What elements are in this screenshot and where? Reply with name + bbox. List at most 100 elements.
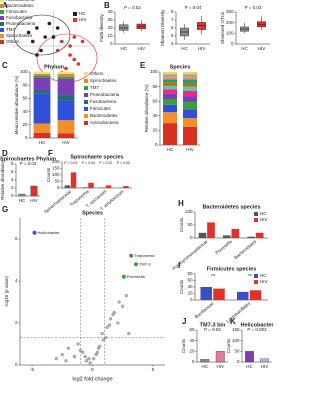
legend-label: HIV [79, 17, 87, 22]
x-tick-label: HC [202, 364, 209, 369]
point [101, 338, 105, 342]
y-tick-label: 8 [11, 161, 14, 166]
legend-label: Fusobacteria [6, 15, 33, 20]
x-tick-label: Prevotella [214, 239, 233, 256]
panel-letter: H [178, 199, 184, 208]
bar-segment [57, 73, 75, 77]
y-tick-label: 50 [187, 222, 193, 227]
x-tick-label: HC [121, 46, 128, 51]
chart-title: Spirochaete species [70, 154, 123, 160]
legend-swatch [254, 218, 258, 222]
y-axis-label: Counts [179, 217, 184, 232]
legend-label: HC [260, 211, 267, 216]
legend-swatch [0, 16, 4, 20]
y-tick-label: 20 [187, 291, 193, 296]
bar [200, 359, 210, 363]
bar-segment [57, 95, 75, 101]
point [100, 331, 104, 336]
y-tick-label: 4 [171, 41, 174, 46]
bar [245, 351, 254, 363]
point [117, 300, 121, 304]
legend-label: TM7 [90, 85, 99, 90]
x-tick-label: Bacteroidales [233, 238, 258, 260]
box [257, 21, 266, 28]
point [72, 57, 77, 62]
bar-segment [57, 100, 75, 121]
legend-swatch [84, 114, 88, 118]
chart-title: Spirochaetes Phylum [0, 156, 56, 162]
y-tick-label: 0 [110, 41, 113, 46]
bar-segment [163, 79, 177, 83]
bar-segment [57, 133, 75, 138]
y-tick-label: 2 [11, 185, 14, 190]
x-tick-label: HC [246, 364, 253, 369]
panel-letter: E [140, 61, 146, 70]
point [60, 39, 64, 44]
point [105, 325, 109, 329]
bar-segment [33, 132, 51, 138]
y-tick-label: 0 [15, 362, 18, 367]
x-tick-label: 5 [152, 367, 155, 372]
y-tick-label: 0 [237, 359, 240, 364]
legend-swatch [84, 121, 88, 125]
highlight-label: Helicobacter [38, 230, 61, 235]
y-tick-label: 100 [232, 338, 240, 343]
bar [30, 185, 38, 197]
p-value: P = 0.03 [117, 161, 130, 165]
y-tick-label: 4 [11, 177, 14, 182]
x-tick-label: HC [39, 140, 46, 145]
point [35, 53, 39, 57]
bar-segment [183, 86, 197, 91]
bar [64, 185, 71, 188]
y-tick-label: 40 [22, 109, 28, 114]
bar [260, 358, 269, 363]
point [47, 21, 52, 26]
legend-swatch [0, 4, 4, 8]
y-tick-label: 40 [187, 284, 193, 289]
x-axis-label: log2 fold change [72, 376, 112, 382]
x-tick-label: HIV [216, 364, 224, 369]
y-axis-label: Observed OTUs [220, 11, 225, 44]
p-value: P = 0.03 [20, 161, 37, 166]
x-tick-label: HIV [62, 140, 70, 145]
p-value: P = 0.52 [124, 5, 141, 10]
bar-segment [33, 93, 51, 124]
bar-segment [163, 89, 177, 94]
point [30, 39, 35, 44]
legend-label: Actinobacteria [90, 120, 119, 125]
bar-segment [183, 82, 197, 87]
bar-segment [163, 85, 177, 90]
legend-swatch [254, 274, 258, 278]
point [55, 26, 60, 30]
legend-swatch [0, 10, 4, 14]
y-tick-label: 60 [189, 327, 195, 332]
y-tick-label: 100 [20, 69, 28, 74]
point [64, 66, 68, 71]
highlight-point [32, 230, 37, 235]
bar [222, 235, 231, 238]
chart-title: Phylum [44, 64, 64, 70]
bar [249, 290, 262, 300]
point [76, 62, 81, 66]
y-axis-label: Faith diversity [99, 13, 104, 42]
legend-swatch [73, 12, 77, 16]
y-tick-label: 0 [57, 185, 60, 190]
bar-segment [163, 112, 177, 124]
x-tick-label: HC [181, 46, 188, 51]
y-axis-label: -log10 (p value) [4, 275, 9, 307]
y-tick-label: 0 [155, 142, 158, 147]
bar-segment [33, 72, 51, 74]
point [39, 48, 43, 53]
bar-segment [183, 126, 197, 145]
point [127, 331, 131, 336]
p-value: P = 0.02 [99, 161, 112, 165]
legend-swatch [84, 93, 88, 97]
panel-letter: B [104, 1, 110, 10]
y-axis-label: Counts [179, 279, 184, 294]
y-tick-label: 0 [25, 135, 28, 140]
point [68, 53, 72, 57]
legend-swatch [84, 86, 88, 90]
x-tick-label: Spirochaetaceae [43, 189, 72, 215]
legend-swatch [0, 28, 4, 32]
x-tick-label: HC [241, 46, 248, 51]
